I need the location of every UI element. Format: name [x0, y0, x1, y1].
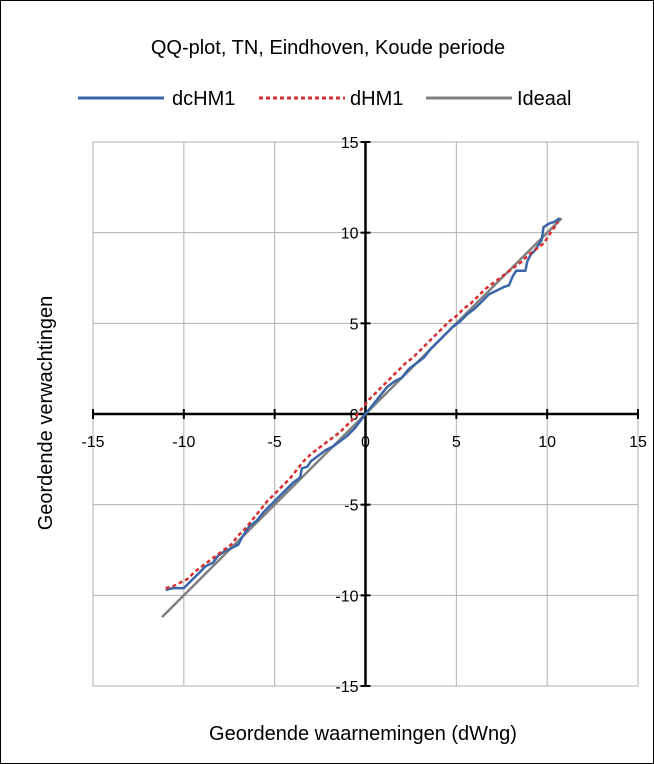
y-tick-label: 10 — [341, 226, 359, 243]
x-tick-label: 0 — [361, 434, 370, 451]
chart-title: QQ-plot, TN, Eindhoven, Koude periode — [151, 37, 505, 59]
x-tick-label: 5 — [452, 434, 461, 451]
legend-label-dchm1: dcHM1 — [172, 88, 235, 110]
x-tick-label: -15 — [81, 434, 104, 451]
x-tick-label: -10 — [172, 434, 195, 451]
series-line-dchm1 — [165, 217, 561, 592]
y-tick-label: 15 — [341, 135, 359, 152]
x-tick-label: 15 — [629, 434, 647, 451]
x-tick-label: 10 — [538, 434, 556, 451]
tick-labels: -15 -10 -5 0 5 10 15 -15 -10 -5 0 5 10 15 — [81, 135, 647, 696]
y-tick-label: 5 — [350, 316, 359, 333]
y-tick-label: -10 — [335, 588, 358, 605]
plot-area: -15 -10 -5 0 5 10 15 -15 -10 -5 0 5 10 15 — [81, 135, 647, 696]
y-axis-label: Geordende verwachtingen — [35, 296, 57, 531]
legend-label-dhm1: dHM1 — [350, 88, 403, 110]
x-axis-label: Geordende waarnemingen (dWng) — [209, 723, 517, 745]
y-tick-label: 0 — [350, 407, 359, 424]
legend-label-ideaal: Ideaal — [517, 88, 572, 110]
series-lines — [161, 217, 563, 618]
y-tick-label: -15 — [335, 679, 358, 696]
legend: dcHM1 dHM1 Ideaal — [78, 88, 572, 110]
x-tick-label: -5 — [268, 434, 282, 451]
y-tick-label: -5 — [344, 498, 358, 515]
series-line-dhm1 — [165, 221, 560, 590]
